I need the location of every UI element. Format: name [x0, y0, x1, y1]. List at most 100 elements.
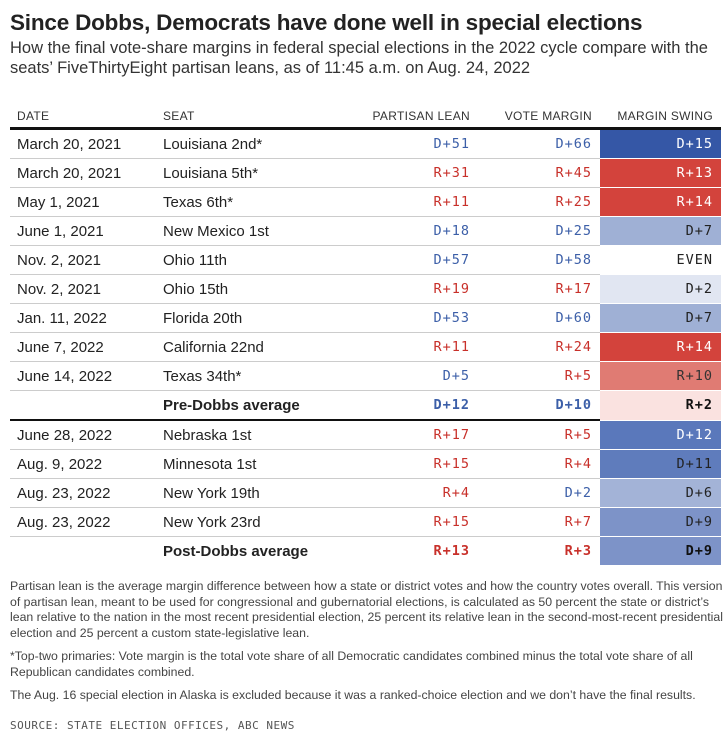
partisan-lean-cell: D+5	[343, 361, 479, 391]
table-header: DATE SEAT PARTISAN LEAN VOTE MARGIN MARG…	[10, 104, 721, 130]
vote-margin-cell: R+24	[478, 332, 600, 362]
table-row: May 1, 2021 Texas 6th* R+11 R+25 R+14	[10, 187, 721, 217]
vote-margin-cell: R+5	[478, 361, 600, 391]
seat-cell: New Mexico 1st	[163, 216, 343, 246]
date-cell: March 20, 2021	[10, 128, 163, 159]
vote-margin-cell: R+45	[478, 158, 600, 188]
table-row: March 20, 2021 Louisiana 2nd* D+51 D+66 D+15	[10, 128, 721, 159]
partisan-lean-cell: R+11	[343, 332, 479, 362]
vote-margin-cell: D+2	[478, 478, 600, 508]
table-row: Aug. 23, 2022 New York 19th R+4 D+2 D+6	[10, 478, 721, 508]
date-cell: Aug. 9, 2022	[10, 449, 163, 479]
seat-cell: California 22nd	[163, 332, 343, 362]
seat-cell: Louisiana 5th*	[163, 158, 343, 188]
date-cell	[10, 537, 163, 566]
table-row: Aug. 23, 2022 New York 23rd R+15 R+7 D+9	[10, 507, 721, 537]
table-row: June 1, 2021 New Mexico 1st D+18 D+25 D+7	[10, 216, 721, 246]
seat-cell: Post-Dobbs average	[163, 542, 309, 560]
date-cell: May 1, 2021	[10, 187, 163, 217]
table-row: Nov. 2, 2021 Ohio 15th R+19 R+17 D+2	[10, 274, 721, 304]
col-margin-swing: MARGIN SWING	[600, 104, 721, 130]
table-row: June 14, 2022 Texas 34th* D+5 R+5 R+10	[10, 361, 721, 391]
seat-cell: New York 19th	[163, 478, 343, 508]
date-cell: June 7, 2022	[10, 332, 163, 362]
margin-swing-cell: D+2	[600, 274, 721, 304]
date-cell: Jan. 11, 2022	[10, 303, 163, 333]
vote-margin-cell: R+4	[478, 449, 600, 479]
table-row: Nov. 2, 2021 Ohio 11th D+57 D+58 EVEN	[10, 245, 721, 275]
partisan-lean-cell: R+15	[343, 449, 479, 479]
partisan-lean-cell: R+15	[343, 507, 479, 537]
date-cell: Nov. 2, 2021	[10, 245, 163, 275]
col-partisan-lean: PARTISAN LEAN	[343, 104, 479, 130]
source-line: SOURCE: STATE ELECTION OFFICES, ABC NEWS	[10, 719, 295, 732]
seat-cell: Ohio 11th	[163, 245, 343, 275]
chart-title: Since Dobbs, Democrats have done well in…	[10, 10, 643, 35]
partisan-lean-cell: D+18	[343, 216, 479, 246]
partisan-lean-cell: R+11	[343, 187, 479, 217]
seat-cell: Nebraska 1st	[163, 420, 343, 450]
margin-swing-cell: R+14	[600, 187, 721, 217]
partisan-lean-cell: R+4	[343, 478, 479, 508]
margin-swing-cell: D+7	[600, 216, 721, 246]
vote-margin-cell: D+58	[478, 245, 600, 275]
note-top-two: *Top-two primaries: Vote margin is the t…	[10, 649, 693, 679]
col-date: DATE	[10, 104, 163, 130]
seat-cell: Louisiana 2nd*	[163, 128, 343, 159]
vote-margin-cell: D+10	[478, 390, 600, 421]
partisan-lean-cell: D+12	[343, 390, 479, 421]
seat-cell: Texas 34th*	[163, 361, 343, 391]
margin-swing-cell: D+9	[600, 536, 721, 566]
elections-table: DATE SEAT PARTISAN LEAN VOTE MARGIN MARG…	[10, 104, 721, 566]
seat-cell: New York 23rd	[163, 507, 343, 537]
seat-cell: Florida 20th	[163, 303, 343, 333]
note-partisan-lean: Partisan lean is the average margin diff…	[10, 579, 723, 640]
vote-margin-cell: D+66	[478, 128, 600, 159]
date-cell: Aug. 23, 2022	[10, 478, 163, 508]
partisan-lean-cell: D+51	[343, 128, 479, 159]
partisan-lean-cell: D+53	[343, 303, 479, 333]
date-cell: June 14, 2022	[10, 361, 163, 391]
pre-dobbs-average-row: Pre-Dobbs average D+12 D+10 R+2	[10, 390, 721, 421]
margin-swing-cell: D+7	[600, 303, 721, 333]
partisan-lean-cell: R+13	[433, 543, 471, 560]
partisan-lean-cell: R+19	[343, 274, 479, 304]
date-cell: Aug. 23, 2022	[10, 507, 163, 537]
vote-margin-cell: D+60	[478, 303, 600, 333]
vote-margin-cell: R+3	[564, 543, 592, 560]
date-cell	[10, 390, 163, 421]
date-cell: June 28, 2022	[10, 420, 163, 450]
margin-swing-cell: EVEN	[600, 245, 721, 275]
vote-margin-cell: R+25	[478, 187, 600, 217]
date-cell: Nov. 2, 2021	[10, 274, 163, 304]
margin-swing-cell: R+13	[600, 158, 721, 188]
vote-margin-cell: R+17	[478, 274, 600, 304]
note-alaska: The Aug. 16 special election in Alaska i…	[10, 688, 696, 702]
margin-swing-cell: R+2	[600, 390, 721, 421]
vote-margin-cell: R+5	[478, 420, 600, 450]
partisan-lean-cell: D+57	[343, 245, 479, 275]
margin-swing-cell: D+15	[600, 128, 721, 159]
seat-cell: Ohio 15th	[163, 274, 343, 304]
margin-swing-cell: D+6	[600, 478, 721, 508]
date-cell: March 20, 2021	[10, 158, 163, 188]
margin-swing-cell: D+12	[600, 420, 721, 450]
table-row: June 28, 2022 Nebraska 1st R+17 R+5 D+12	[10, 420, 721, 450]
chart-subtitle: How the final vote-share margins in fede…	[10, 39, 708, 77]
seat-cell: Pre-Dobbs average	[163, 390, 343, 421]
vote-margin-cell: R+7	[478, 507, 600, 537]
footnotes: Partisan lean is the average margin diff…	[10, 579, 724, 712]
seat-cell: Texas 6th*	[163, 187, 343, 217]
margin-swing-cell: D+11	[600, 449, 721, 479]
date-cell: June 1, 2021	[10, 216, 163, 246]
partisan-lean-cell: R+31	[343, 158, 479, 188]
partisan-lean-cell: R+17	[343, 420, 479, 450]
table-row: Jan. 11, 2022 Florida 20th D+53 D+60 D+7	[10, 303, 721, 333]
col-seat: SEAT	[163, 104, 343, 130]
seat-cell: Minnesota 1st	[163, 449, 343, 479]
vote-margin-cell: D+25	[478, 216, 600, 246]
table-row: June 7, 2022 California 22nd R+11 R+24 R+14	[10, 332, 721, 362]
margin-swing-cell: R+10	[600, 361, 721, 391]
margin-swing-cell: R+14	[600, 332, 721, 362]
margin-swing-cell: D+9	[600, 507, 721, 537]
